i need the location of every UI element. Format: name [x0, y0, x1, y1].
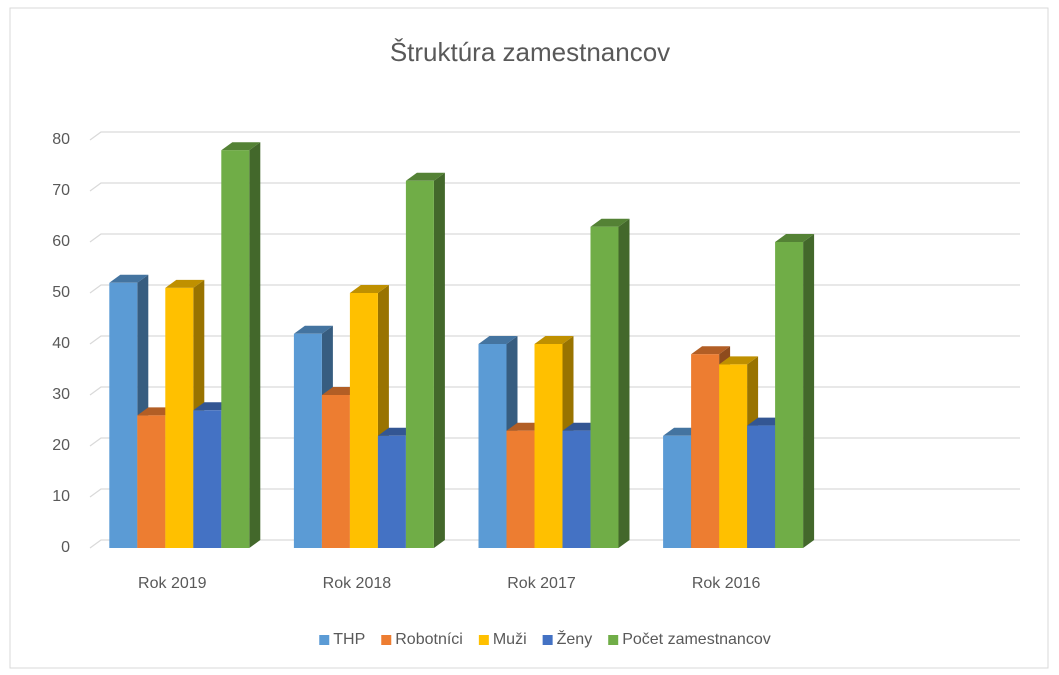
bar-front [193, 410, 222, 548]
bar-front [663, 435, 692, 548]
bar-front [775, 242, 804, 548]
bar [775, 234, 815, 548]
bar-top [478, 336, 518, 344]
bar-front [506, 430, 535, 548]
legend-label: THP [333, 631, 365, 648]
y-tick-label: 20 [52, 437, 70, 454]
bar-top [719, 356, 759, 365]
bar-side [249, 142, 261, 548]
bar-top [405, 172, 445, 181]
x-tick-label: Rok 2017 [507, 575, 576, 592]
bar-front [719, 364, 748, 548]
legend-swatch [319, 635, 330, 645]
bar-top [349, 285, 389, 293]
y-tick-label: 80 [52, 131, 70, 148]
bar-front [377, 435, 406, 548]
bar-front [321, 395, 350, 548]
bar-top [590, 218, 630, 227]
x-tick-label: Rok 2018 [323, 575, 392, 592]
y-tick-label: 10 [52, 488, 70, 505]
bar-front [691, 354, 720, 548]
legend-label: Muži [493, 631, 527, 648]
bar-front [590, 226, 619, 548]
bar-top [221, 142, 261, 151]
x-tick-label: Rok 2019 [138, 575, 207, 592]
bar [221, 142, 261, 548]
y-tick-label: 30 [52, 386, 70, 403]
bar-front [221, 150, 250, 548]
bar-front [109, 282, 138, 548]
bar [293, 325, 333, 548]
grid-line [89, 182, 1020, 192]
bar-front [349, 293, 378, 548]
legend-label: Ženy [557, 629, 593, 648]
bar [405, 172, 445, 549]
bar-front [478, 344, 507, 548]
y-tick-label: 70 [52, 182, 70, 199]
bar-top [775, 234, 815, 242]
bar-front [405, 180, 434, 549]
bar-front [137, 415, 166, 548]
y-tick-label: 0 [61, 539, 70, 556]
y-tick-label: 50 [52, 284, 70, 301]
bar-front [165, 287, 194, 548]
bar-top [534, 336, 574, 344]
grid-line [89, 131, 1020, 141]
grid-line [89, 335, 1020, 345]
legend-swatch [478, 635, 489, 645]
x-tick-label: Rok 2016 [692, 575, 761, 592]
grid-line [89, 233, 1020, 243]
bar-top [691, 346, 731, 355]
bar-front [747, 425, 776, 548]
bar-front [293, 333, 322, 548]
legend-swatch [381, 635, 392, 645]
y-tick-label: 60 [52, 233, 70, 250]
grid-line [89, 284, 1020, 294]
legend-swatch [542, 635, 553, 645]
bar-side [433, 172, 445, 549]
y-tick-label: 40 [52, 335, 70, 352]
bar-front [562, 430, 591, 548]
bar-front [534, 344, 563, 548]
legend-label: Robotníci [395, 631, 463, 648]
bar [590, 218, 630, 548]
legend-label: Počet zamestnancov [622, 631, 771, 648]
bar-side [803, 234, 815, 548]
bar-side [618, 218, 630, 548]
chart-title: Štruktúra zamestnancov [390, 37, 670, 67]
bar-top [109, 274, 149, 283]
bar-top [165, 279, 205, 288]
legend-swatch [608, 635, 619, 645]
bar-top [293, 325, 333, 334]
